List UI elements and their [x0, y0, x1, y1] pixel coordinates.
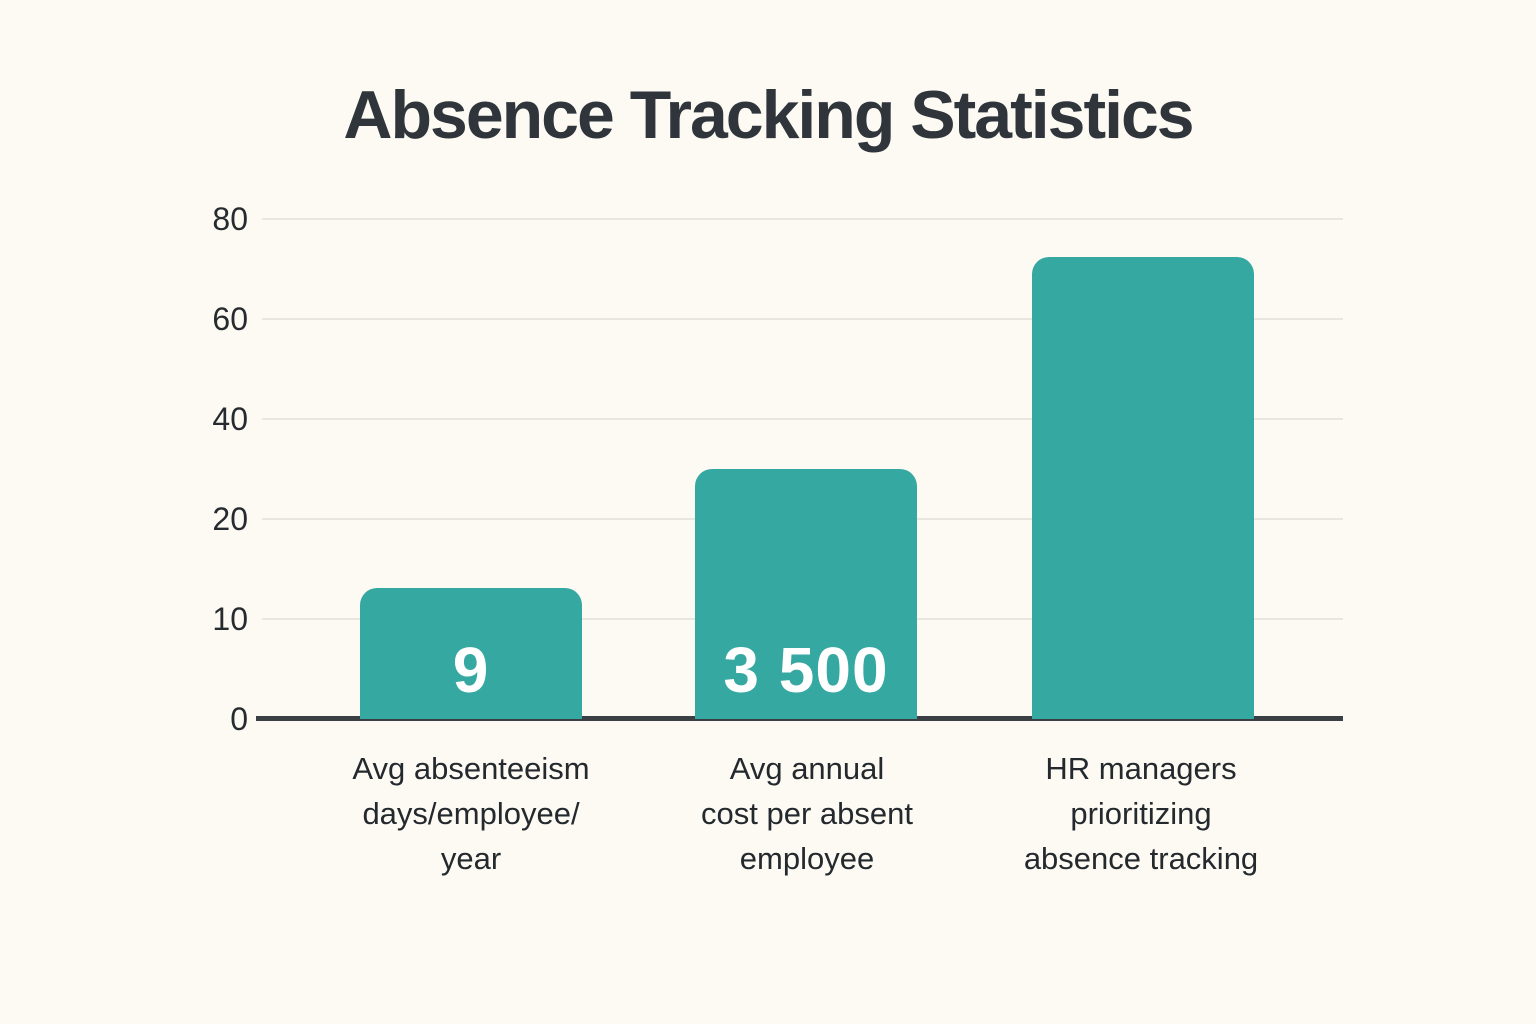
y-tick-label-80: 80 [212, 201, 248, 237]
x-axis-labels: Avg absenteeism days/employee/year Avg ann… [0, 746, 1536, 906]
bar-3 [1032, 257, 1254, 719]
category-label-line: employee [739, 841, 875, 876]
gridline-40 [262, 418, 1343, 420]
gridline-80 [262, 218, 1343, 220]
y-tick-label-20: 20 [212, 501, 248, 537]
chart-title: Absence Tracking Statistics [343, 77, 1194, 153]
category-label-line: cost per absent [701, 796, 913, 831]
category-label-line: year [440, 841, 502, 876]
bar-1: 9 [360, 588, 582, 719]
y-tick-label-10: 10 [212, 601, 248, 637]
category-label-line: Avg annual [729, 751, 885, 786]
y-tick-label-60: 60 [212, 301, 248, 337]
category-label-line: absence tracking [1023, 841, 1259, 876]
y-tick-label-0: 0 [230, 701, 248, 737]
plot-area: 0 10 20 40 60 80 9 3 500 [212, 203, 1343, 735]
category-label-line: Avg absenteeism [352, 751, 590, 786]
category-label-3: HR managers prioritizing absence tracking [951, 746, 1331, 881]
bar-value-label-1: 9 [452, 634, 490, 706]
category-label-2: Avg annual cost per absent employee [617, 746, 997, 881]
gridline-60 [262, 318, 1343, 320]
category-label-1: Avg absenteeism days/employee/year [281, 746, 661, 881]
y-tick-label-40: 40 [212, 401, 248, 437]
category-label-line: prioritizing [1070, 796, 1212, 831]
bar-value-label-2: 3 500 [723, 634, 889, 706]
bar-2: 3 500 [695, 469, 917, 719]
category-label-line: days/employee/ [362, 796, 580, 831]
category-label-line: HR managers [1045, 751, 1237, 786]
